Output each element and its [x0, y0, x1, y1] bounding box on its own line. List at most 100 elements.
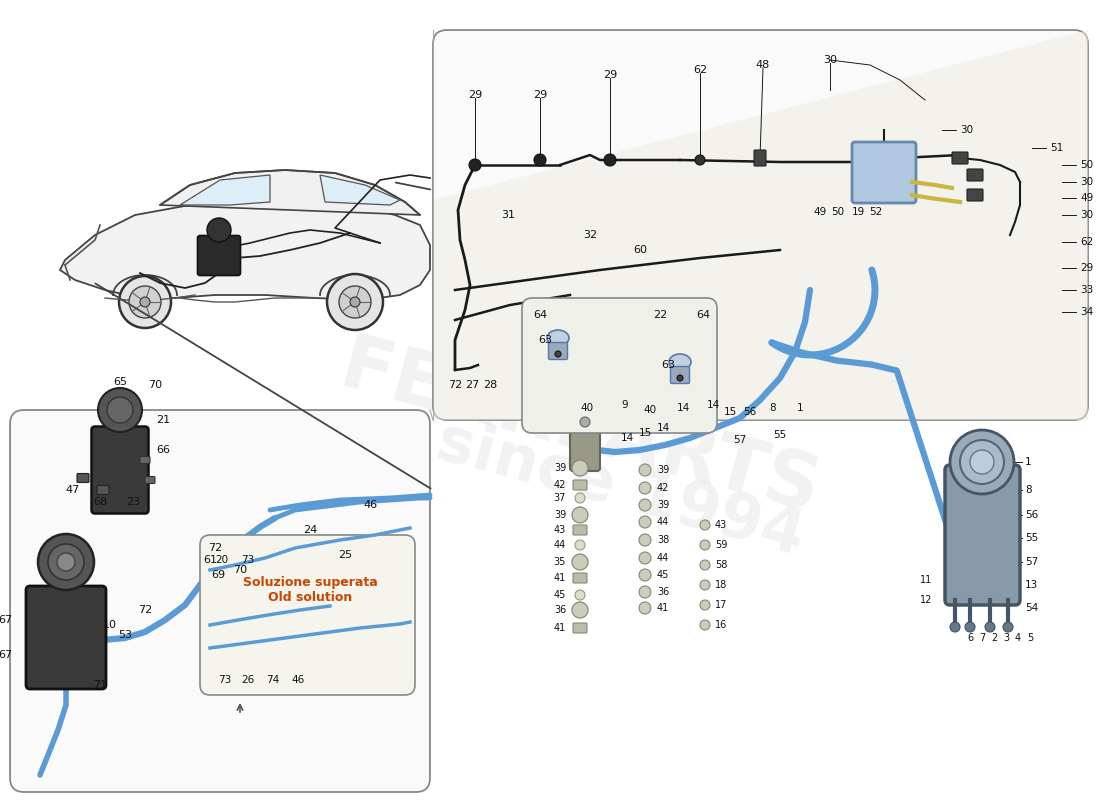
Text: 68: 68 [92, 497, 107, 507]
Circle shape [207, 218, 231, 242]
Text: 44: 44 [554, 540, 566, 550]
FancyBboxPatch shape [10, 410, 430, 792]
FancyBboxPatch shape [77, 474, 89, 482]
Text: 56: 56 [1025, 510, 1038, 520]
Text: 29: 29 [468, 90, 482, 100]
Circle shape [572, 554, 588, 570]
Text: 43: 43 [715, 520, 727, 530]
Circle shape [960, 440, 1004, 484]
Text: 22: 22 [653, 310, 667, 320]
FancyBboxPatch shape [852, 142, 916, 203]
Circle shape [950, 622, 960, 632]
FancyBboxPatch shape [967, 169, 983, 181]
FancyBboxPatch shape [671, 366, 690, 383]
Text: 55: 55 [1025, 533, 1038, 543]
Text: 30: 30 [1080, 177, 1093, 187]
Circle shape [965, 622, 975, 632]
Circle shape [970, 450, 994, 474]
Text: 57: 57 [1025, 557, 1038, 567]
FancyBboxPatch shape [522, 298, 717, 433]
FancyBboxPatch shape [198, 235, 241, 275]
Text: 29: 29 [1080, 263, 1093, 273]
Text: 8: 8 [1025, 485, 1032, 495]
FancyBboxPatch shape [573, 525, 587, 535]
Text: 70: 70 [233, 565, 248, 575]
Circle shape [575, 493, 585, 503]
Text: 63: 63 [538, 335, 552, 345]
Text: 1: 1 [796, 403, 803, 413]
Circle shape [48, 544, 84, 580]
Text: 49: 49 [813, 207, 826, 217]
Text: 45: 45 [657, 570, 669, 580]
Text: 1: 1 [1025, 457, 1032, 467]
Circle shape [984, 622, 996, 632]
Circle shape [639, 552, 651, 564]
Text: 39: 39 [657, 500, 669, 510]
Text: 62: 62 [693, 65, 707, 75]
Text: 47: 47 [66, 485, 80, 495]
Text: 39: 39 [554, 510, 566, 520]
FancyBboxPatch shape [945, 465, 1020, 605]
FancyBboxPatch shape [97, 486, 109, 494]
Text: 52: 52 [869, 207, 882, 217]
Text: 17: 17 [715, 600, 727, 610]
Circle shape [39, 534, 94, 590]
Text: 67: 67 [0, 615, 12, 625]
Circle shape [639, 516, 651, 528]
Polygon shape [433, 30, 1088, 420]
Text: 40: 40 [644, 405, 657, 415]
Text: 62: 62 [1080, 237, 1093, 247]
Text: 43: 43 [554, 525, 566, 535]
Text: 15: 15 [724, 407, 737, 417]
Circle shape [639, 586, 651, 598]
Text: 66: 66 [156, 445, 170, 455]
Text: 44: 44 [657, 517, 669, 527]
Text: 14: 14 [676, 403, 690, 413]
Text: 8: 8 [770, 403, 777, 413]
Text: 41: 41 [554, 623, 566, 633]
Text: 14: 14 [620, 433, 634, 443]
Circle shape [469, 159, 481, 171]
Text: 41: 41 [554, 573, 566, 583]
Text: 46: 46 [292, 675, 305, 685]
Ellipse shape [669, 354, 691, 370]
Text: 67: 67 [0, 650, 12, 660]
FancyBboxPatch shape [200, 535, 415, 695]
Text: 29: 29 [603, 70, 617, 80]
Text: 28: 28 [483, 380, 497, 390]
Text: 30: 30 [1080, 210, 1093, 220]
Circle shape [98, 388, 142, 432]
Text: 46: 46 [363, 500, 377, 510]
Polygon shape [160, 170, 420, 215]
Circle shape [639, 569, 651, 581]
FancyBboxPatch shape [573, 623, 587, 633]
Circle shape [695, 155, 705, 165]
Text: 30: 30 [823, 55, 837, 65]
Circle shape [572, 460, 588, 476]
Circle shape [575, 540, 585, 550]
Text: 7: 7 [979, 633, 986, 643]
Text: 32: 32 [583, 230, 597, 240]
Circle shape [639, 602, 651, 614]
Circle shape [639, 499, 651, 511]
FancyBboxPatch shape [573, 573, 587, 583]
Text: 72: 72 [208, 543, 222, 553]
Polygon shape [60, 202, 430, 300]
Circle shape [676, 375, 683, 381]
Text: 12: 12 [920, 595, 932, 605]
Circle shape [604, 154, 616, 166]
Text: 16: 16 [715, 620, 727, 630]
Text: 10: 10 [103, 620, 117, 630]
Circle shape [119, 276, 170, 328]
Text: 60: 60 [632, 245, 647, 255]
Text: 35: 35 [553, 557, 566, 567]
Text: 24: 24 [302, 525, 317, 535]
Text: 72: 72 [448, 380, 462, 390]
Circle shape [700, 580, 710, 590]
Text: 20: 20 [216, 555, 229, 565]
Circle shape [700, 540, 710, 550]
Circle shape [339, 286, 371, 318]
Text: 19: 19 [851, 207, 865, 217]
Text: 72: 72 [138, 605, 152, 615]
FancyBboxPatch shape [91, 426, 148, 514]
